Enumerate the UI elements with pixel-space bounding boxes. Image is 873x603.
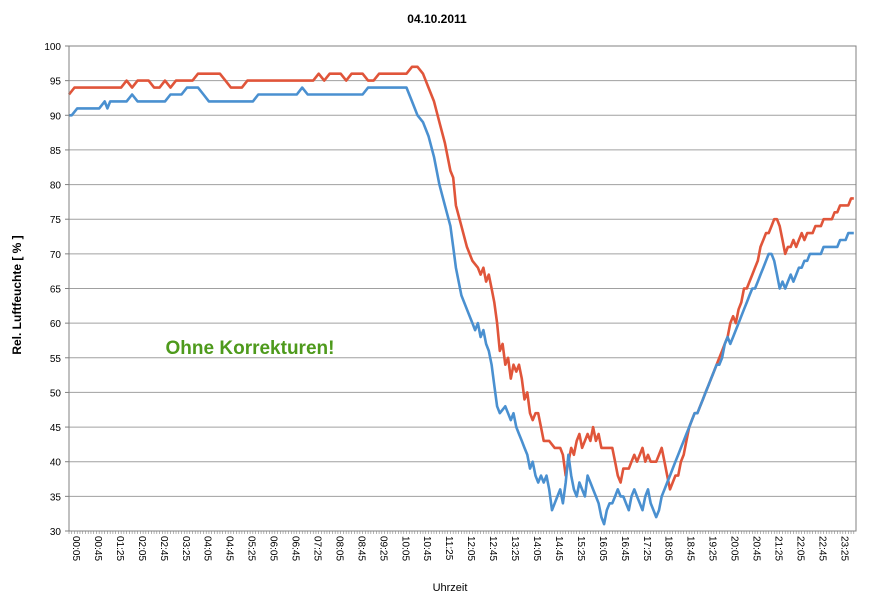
x-tick-label: 20:05 xyxy=(729,536,740,561)
chart-title: 04.10.2011 xyxy=(407,12,467,26)
x-tick-label: 04:45 xyxy=(224,536,235,561)
x-tick-label: 22:45 xyxy=(816,536,827,561)
x-tick-labels: 00:05 00:45 01:25 02:05 02:45 03:25 04:05 04:45… xyxy=(70,536,849,561)
x-tick-label: 23:25 xyxy=(838,536,849,561)
y-tick-label: 45 xyxy=(50,423,62,434)
y-tick-label: 100 xyxy=(44,42,61,53)
y-tick-label: 35 xyxy=(50,492,62,503)
x-tick-label: 13:25 xyxy=(509,536,520,561)
x-tick-label: 20:45 xyxy=(751,536,762,561)
x-tick-label: 03:25 xyxy=(180,536,191,561)
x-tick-label: 06:05 xyxy=(268,536,279,561)
x-tick-label: 08:05 xyxy=(333,536,344,561)
x-tick-label: 14:45 xyxy=(553,536,564,561)
x-tick-label: 15:25 xyxy=(575,536,586,561)
series-line-2 xyxy=(69,86,854,526)
y-tick-label: 30 xyxy=(50,527,62,538)
x-tick-label: 02:05 xyxy=(136,536,147,561)
y-tick-label: 90 xyxy=(50,111,62,122)
x-tick-label: 19:25 xyxy=(707,536,718,561)
y-tick-label: 75 xyxy=(50,215,62,226)
x-tick-label: 00:05 xyxy=(70,536,81,561)
y-tick-label: 50 xyxy=(50,388,62,399)
y-tick-label: 60 xyxy=(50,319,62,330)
x-tick-label: 12:45 xyxy=(487,536,498,561)
x-tick-label: 17:25 xyxy=(641,536,652,561)
series-lines xyxy=(67,65,854,526)
x-tick-label: 14:05 xyxy=(531,536,542,561)
y-tick-label: 40 xyxy=(50,458,62,469)
x-tick-label: 10:45 xyxy=(421,536,432,561)
y-tick-label: 85 xyxy=(50,146,62,157)
x-tick-label: 18:05 xyxy=(663,536,674,561)
y-tick-labels: 30 35 40 45 50 55 60 65 70 75 80 85 90 95 100 xyxy=(44,42,61,538)
y-tick-label: 95 xyxy=(50,77,62,88)
x-tick-label: 07:25 xyxy=(311,536,322,561)
x-tick-label: 02:45 xyxy=(158,536,169,561)
x-tick-label: 00:45 xyxy=(92,536,103,561)
x-tick-label: 05:25 xyxy=(246,536,257,561)
x-tick-label: 16:45 xyxy=(619,536,630,561)
x-axis-label: Uhrzeit xyxy=(433,582,468,594)
x-tick-label: 18:45 xyxy=(685,536,696,561)
y-tick-label: 80 xyxy=(50,181,62,192)
x-tick-label: 09:25 xyxy=(377,536,388,561)
series-line-1 xyxy=(67,65,854,491)
x-tick-label: 01:25 xyxy=(114,536,125,561)
x-tick-label: 12:05 xyxy=(465,536,476,561)
x-tick-label: 04:05 xyxy=(202,536,213,561)
y-tick-label: 70 xyxy=(50,250,62,261)
x-tick-label: 21:25 xyxy=(772,536,783,561)
annotation-text: Ohne Korrekturen! xyxy=(166,338,335,359)
x-tick-label: 22:05 xyxy=(794,536,805,561)
x-tick-label: 08:45 xyxy=(355,536,366,561)
y-tick-label: 65 xyxy=(50,285,62,296)
x-tick-label: 06:45 xyxy=(290,536,301,561)
x-tick-label: 16:05 xyxy=(597,536,608,561)
x-tick-label: 10:05 xyxy=(399,536,410,561)
y-axis-label: Rel. Luftfeuchte [ % ] xyxy=(10,235,24,354)
x-tick-label: 11:25 xyxy=(443,536,454,561)
plot-area-border xyxy=(68,45,857,532)
y-tick-label: 55 xyxy=(50,354,62,365)
